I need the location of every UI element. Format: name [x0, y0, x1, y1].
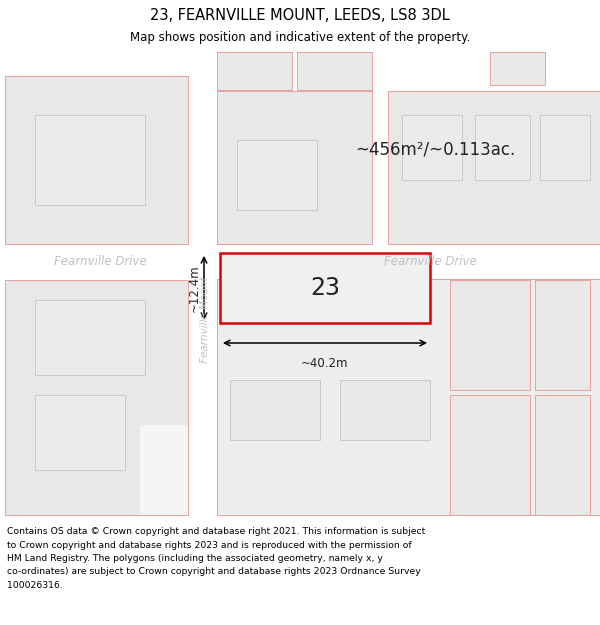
- Bar: [450, 395, 530, 515]
- Bar: [535, 395, 590, 515]
- Text: 100026316.: 100026316.: [7, 581, 63, 590]
- Bar: [450, 280, 530, 390]
- Bar: [217, 50, 600, 90]
- Bar: [237, 140, 317, 210]
- Text: ~12.4m: ~12.4m: [188, 264, 201, 312]
- Bar: [35, 395, 125, 470]
- Text: Fearnville Drive: Fearnville Drive: [53, 255, 146, 268]
- Text: HM Land Registry. The polygons (including the associated geometry, namely x, y: HM Land Registry. The polygons (includin…: [7, 554, 383, 563]
- Bar: [140, 425, 188, 515]
- Bar: [388, 91, 600, 244]
- Text: ~40.2m: ~40.2m: [301, 357, 349, 370]
- Bar: [490, 52, 545, 85]
- Text: Map shows position and indicative extent of the property.: Map shows position and indicative extent…: [130, 31, 470, 44]
- Text: ~456m²/~0.113ac.: ~456m²/~0.113ac.: [355, 141, 515, 159]
- Bar: [193, 50, 217, 520]
- Text: Contains OS data © Crown copyright and database right 2021. This information is : Contains OS data © Crown copyright and d…: [7, 527, 425, 536]
- Text: Fearnville Mount: Fearnville Mount: [200, 277, 210, 363]
- Bar: [535, 280, 590, 390]
- Text: to Crown copyright and database rights 2023 and is reproduced with the permissio: to Crown copyright and database rights 2…: [7, 541, 412, 549]
- Bar: [217, 52, 292, 90]
- Text: 23, FEARNVILLE MOUNT, LEEDS, LS8 3DL: 23, FEARNVILLE MOUNT, LEEDS, LS8 3DL: [150, 8, 450, 22]
- Text: 23: 23: [310, 276, 340, 300]
- Bar: [540, 115, 590, 180]
- Bar: [220, 253, 430, 323]
- Bar: [340, 380, 430, 440]
- Text: Fearnville Drive: Fearnville Drive: [383, 255, 476, 268]
- Bar: [35, 300, 145, 375]
- Bar: [35, 115, 145, 205]
- Bar: [402, 115, 462, 180]
- Bar: [230, 380, 320, 440]
- Bar: [0, 50, 193, 75]
- Text: co-ordinates) are subject to Crown copyright and database rights 2023 Ordnance S: co-ordinates) are subject to Crown copyr…: [7, 568, 421, 576]
- Bar: [217, 279, 600, 515]
- Bar: [0, 245, 600, 278]
- Bar: [5, 280, 188, 515]
- Bar: [475, 115, 530, 180]
- Bar: [297, 52, 372, 90]
- Bar: [5, 76, 188, 244]
- Bar: [217, 91, 372, 244]
